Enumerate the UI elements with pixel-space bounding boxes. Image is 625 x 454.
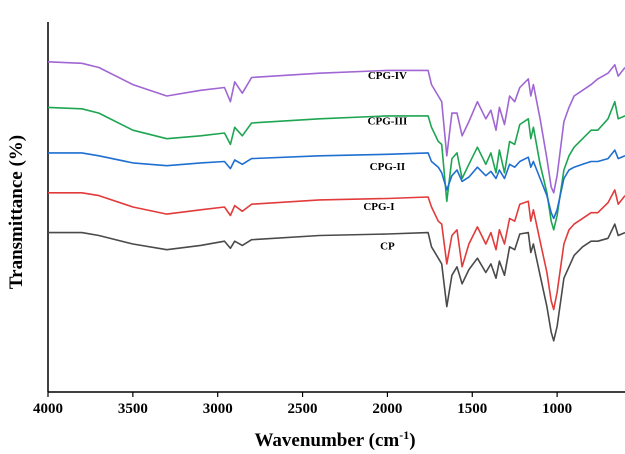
x-tick-label: 3500 [118,401,148,417]
series-group [47,61,625,342]
x-tick-label: 3000 [203,401,233,417]
x-axis-title-suffix: ) [409,430,415,451]
series-line-cpg-iv [47,61,625,194]
x-axis-title-superscript: -1 [399,428,409,442]
series-label-cpg-ii: CPG-II [370,161,405,173]
x-axis-title: Wavenumber (cm-1) [254,428,415,451]
plot-area: 4000 3500 3000 2500 2000 1500 1000 CPG-IVCPG-I… [33,22,625,417]
x-tick-label: 2500 [288,401,318,417]
series-line-cpg-i [48,189,625,311]
x-tick-label: 2000 [372,401,402,417]
x-tick-label: 1500 [457,401,487,417]
series-label-cpg-i: CPG-I [363,201,394,213]
series-labels: CPG-IV CPG-III CPG-II CPG-I CP [363,70,407,253]
series-line-cpg-ii [48,149,625,220]
series-label-cp: CP [380,241,395,253]
series-line-cpg-iii [47,100,625,231]
x-tick-label: 4000 [33,401,63,417]
series-label-cpg-iv: CPG-IV [368,70,407,82]
x-axis-ticks: 4000 3500 3000 2500 2000 1500 1000 [33,392,572,417]
series-line-cp [48,223,625,342]
y-axis-title: Transmittance (%) [6,135,27,289]
series-label-cpg-iii: CPG-III [368,115,408,127]
x-tick-label: 1000 [542,401,572,417]
